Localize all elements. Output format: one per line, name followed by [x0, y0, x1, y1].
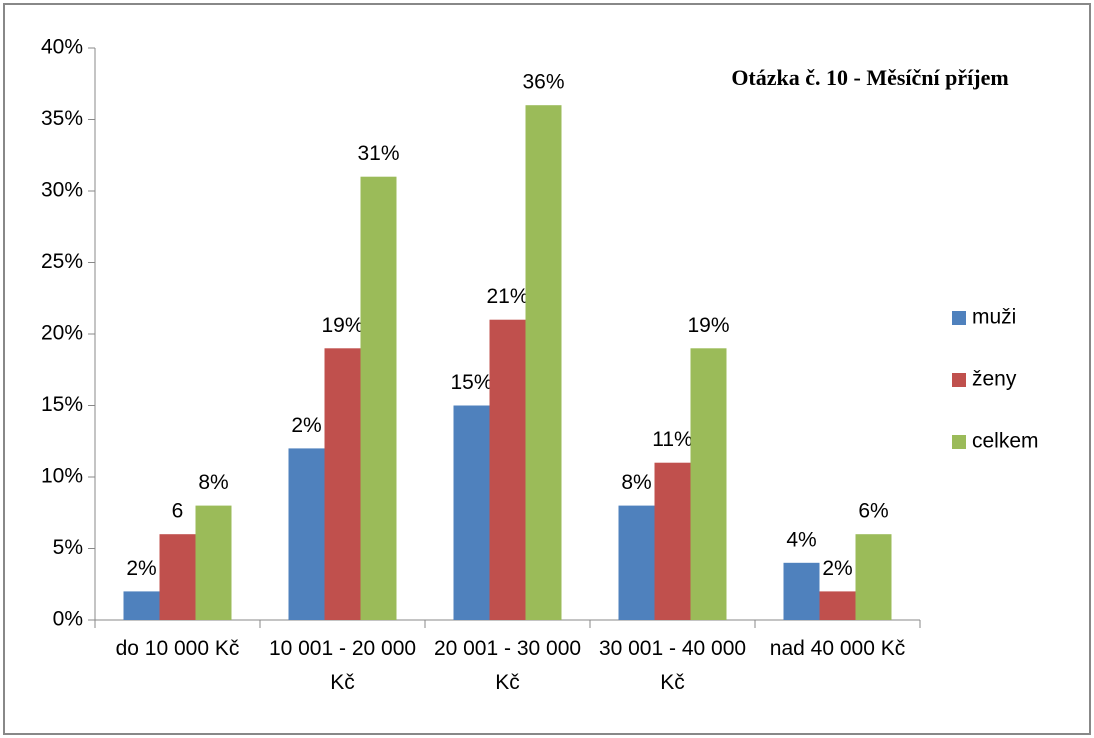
y-tick-label: 35%	[41, 107, 83, 130]
bar	[819, 591, 856, 620]
data-label: 19%	[321, 314, 363, 337]
y-tick-label: 20%	[41, 322, 83, 345]
data-label: 11%	[652, 428, 692, 451]
data-label: 2%	[291, 414, 321, 437]
bar	[288, 448, 325, 620]
legend-label: ženy	[972, 368, 1017, 391]
bar	[453, 405, 490, 620]
data-label: 6%	[858, 500, 888, 523]
bar	[783, 562, 820, 620]
data-label: 19%	[687, 314, 729, 337]
legend-label: celkem	[972, 430, 1039, 453]
bar	[690, 348, 727, 620]
bar	[618, 505, 655, 620]
data-label: 15%	[450, 371, 492, 394]
y-tick-label: 15%	[41, 393, 83, 416]
data-label: 2%	[126, 557, 156, 580]
y-tick-label: 0%	[53, 608, 83, 631]
bar	[360, 176, 397, 620]
x-tick-label: nad 40 000 Kč	[769, 637, 906, 660]
y-tick-label: 25%	[41, 250, 83, 273]
data-label: 8%	[621, 471, 651, 494]
bar	[855, 534, 892, 620]
legend-label: muži	[972, 306, 1016, 329]
bar	[324, 348, 361, 620]
y-tick-label: 40%	[41, 36, 83, 59]
data-label: 31%	[357, 142, 399, 165]
data-label: 21%	[486, 285, 528, 308]
bar	[654, 462, 691, 620]
x-tick-label: 30 001 - 40 000 Kč	[598, 637, 747, 694]
y-tick-label: 30%	[41, 179, 83, 202]
bar	[489, 319, 526, 620]
y-tick-label: 10%	[41, 465, 83, 488]
x-tick-label: 10 001 - 20 000 Kč	[268, 637, 417, 694]
bar	[525, 105, 562, 620]
bar	[195, 505, 232, 620]
legend-swatch	[952, 435, 966, 449]
legend-swatch	[952, 373, 966, 387]
bar	[159, 534, 196, 620]
data-label: 2%	[822, 557, 852, 580]
legend-swatch	[952, 311, 966, 325]
data-label: 6	[172, 500, 184, 523]
data-label: 4%	[786, 528, 816, 551]
data-label: 8%	[198, 471, 228, 494]
bar	[123, 591, 160, 620]
x-tick-label: do 10 000 Kč	[115, 637, 240, 660]
x-tick-label: 20 001 - 30 000 Kč	[433, 637, 582, 694]
chart-title: Otázka č. 10 - Měsíční příjem	[731, 65, 1008, 90]
y-tick-label: 5%	[53, 536, 83, 559]
data-label: 36%	[522, 71, 564, 94]
